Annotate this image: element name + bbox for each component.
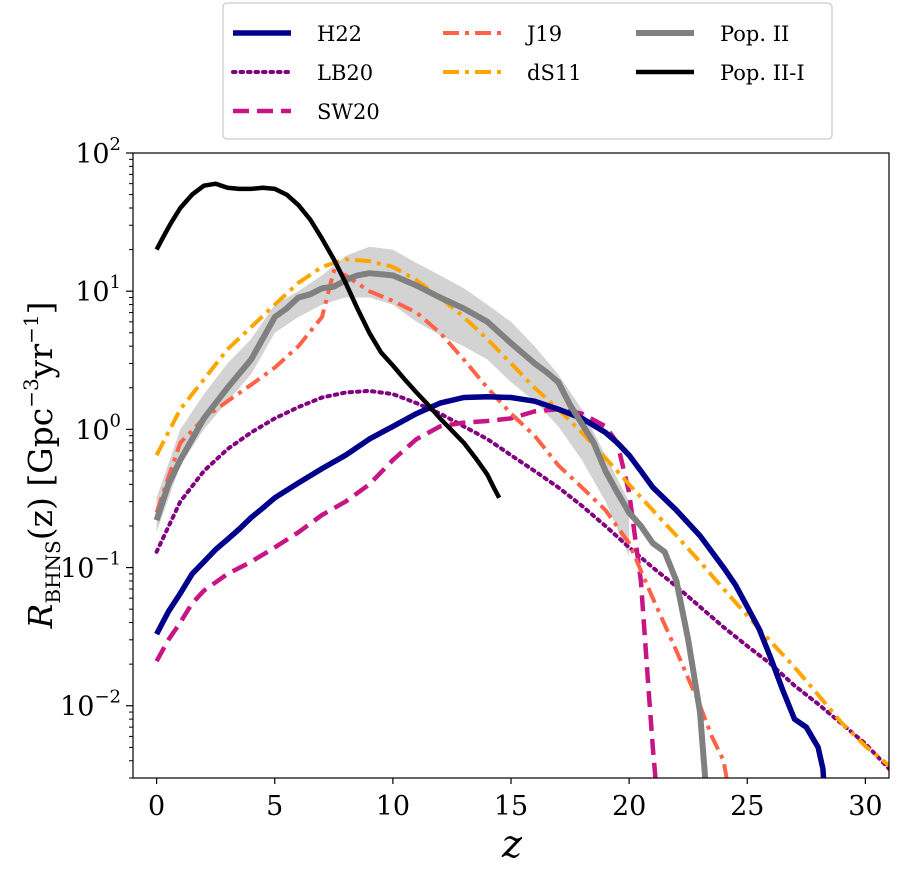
y-axis-label-units-exp1: −3 bbox=[19, 378, 43, 407]
y-axis-label: RBHNS(z) [Gpc−3yr−1] bbox=[19, 302, 65, 630]
y-tick-label: 10−2 bbox=[60, 687, 121, 723]
plot-series-layer bbox=[153, 181, 889, 778]
legend-label: LB20 bbox=[317, 61, 373, 85]
x-tick-label: 15 bbox=[494, 791, 528, 822]
legend-label: dS11 bbox=[527, 61, 582, 85]
legend-label: Pop. II bbox=[720, 22, 789, 46]
x-axis-label: z bbox=[501, 822, 523, 866]
y-tick-label: 102 bbox=[75, 134, 121, 170]
y-axis-label-arg: (z) bbox=[21, 497, 60, 540]
y-axis-label-sub: BHNS bbox=[41, 540, 65, 603]
x-tick-label: 5 bbox=[266, 791, 283, 822]
x-tick-label: 30 bbox=[848, 791, 882, 822]
y-axis-label-units-prefix: [Gpc bbox=[21, 408, 60, 487]
x-tick-label: 20 bbox=[612, 791, 646, 822]
series-line-lb20 bbox=[154, 388, 889, 771]
y-axis-label-space bbox=[21, 487, 60, 498]
x-axis: 0 5 10 15 20 25 30 bbox=[148, 778, 883, 822]
x-tick-label: 25 bbox=[730, 791, 764, 822]
y-axis-label-units-exp2: −1 bbox=[19, 314, 43, 343]
y-tick-label: 10−1 bbox=[60, 549, 121, 585]
series-line-h22 bbox=[154, 394, 827, 778]
legend-label: H22 bbox=[317, 22, 362, 46]
legend-label: Pop. II-I bbox=[720, 61, 805, 85]
series-line-pop-ii-i bbox=[154, 181, 502, 499]
series-line-pop-ii bbox=[153, 270, 709, 778]
y-tick-label: 100 bbox=[75, 410, 121, 446]
uncertainty-band bbox=[156, 246, 630, 557]
legend-label: SW20 bbox=[317, 100, 380, 124]
y-axis: 10−2 10−1 100 101 102 bbox=[60, 134, 133, 779]
legend-frame bbox=[222, 2, 833, 140]
legend-label: J19 bbox=[525, 22, 562, 46]
series-line-sw20 bbox=[154, 406, 658, 778]
plot-frame bbox=[132, 152, 890, 779]
legend: H22 LB20 SW20 J19 dS11 Pop. II Pop. II-I bbox=[222, 2, 833, 140]
y-axis-label-main: R bbox=[21, 604, 60, 630]
x-tick-label: 10 bbox=[376, 791, 410, 822]
series-line-ds11 bbox=[154, 257, 889, 767]
y-tick-label: 101 bbox=[75, 272, 121, 308]
y-axis-label-units-suffix: ] bbox=[21, 302, 60, 315]
plot-band-layer bbox=[156, 246, 630, 557]
y-axis-label-units-mid: yr bbox=[21, 344, 60, 380]
x-tick-label: 0 bbox=[148, 791, 165, 822]
